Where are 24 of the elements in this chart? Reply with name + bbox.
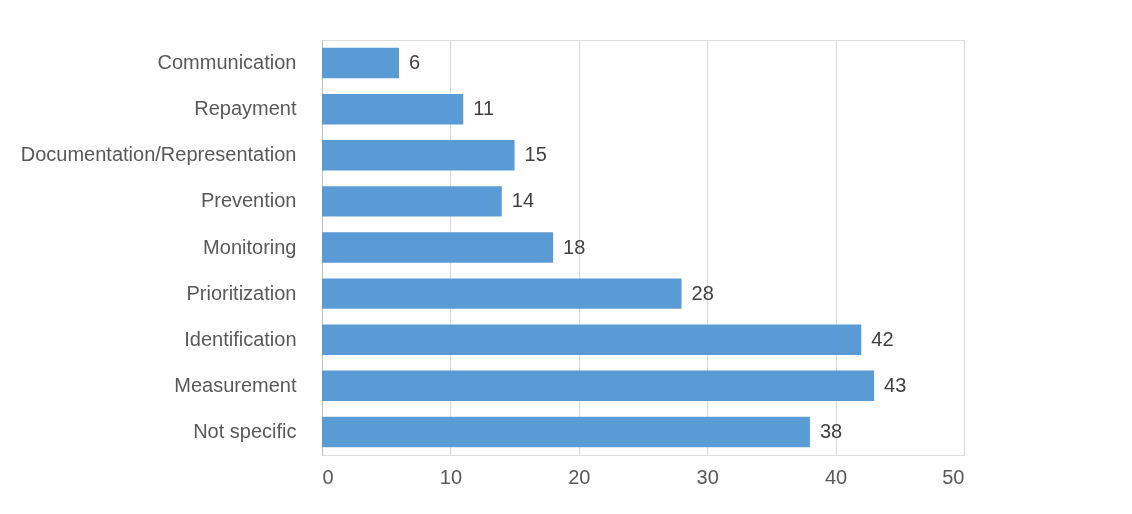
y-tick-label: Measurement [174, 373, 297, 396]
data-label: 6 [409, 51, 421, 74]
y-tick-label: Prioritization [186, 281, 297, 304]
data-label: 15 [524, 143, 547, 166]
x-tick-label: 40 [824, 465, 848, 488]
data-label: 28 [691, 281, 714, 304]
x-tick-label: 10 [439, 465, 463, 488]
y-tick-label: Repayment [194, 97, 297, 120]
x-tick-label: 30 [696, 465, 719, 488]
y-tick-label: Communication [157, 51, 297, 74]
data-label: 42 [871, 327, 894, 350]
y-tick-label: Documentation/Representation [20, 143, 297, 166]
y-tick-label: Not specific [193, 419, 297, 442]
x-tick-label: 0 [322, 465, 334, 488]
data-label: 11 [473, 97, 495, 120]
x-tick-label: 50 [942, 465, 965, 488]
y-tick-label: Identification [184, 327, 297, 350]
data-label: 18 [563, 235, 586, 258]
y-tick-label: Prevention [200, 189, 297, 212]
data-label: 14 [511, 189, 535, 212]
y-tick-label: Monitoring [203, 235, 297, 258]
data-label: 43 [884, 373, 907, 396]
x-tick-label: 20 [568, 465, 591, 488]
data-label: 38 [819, 419, 843, 442]
